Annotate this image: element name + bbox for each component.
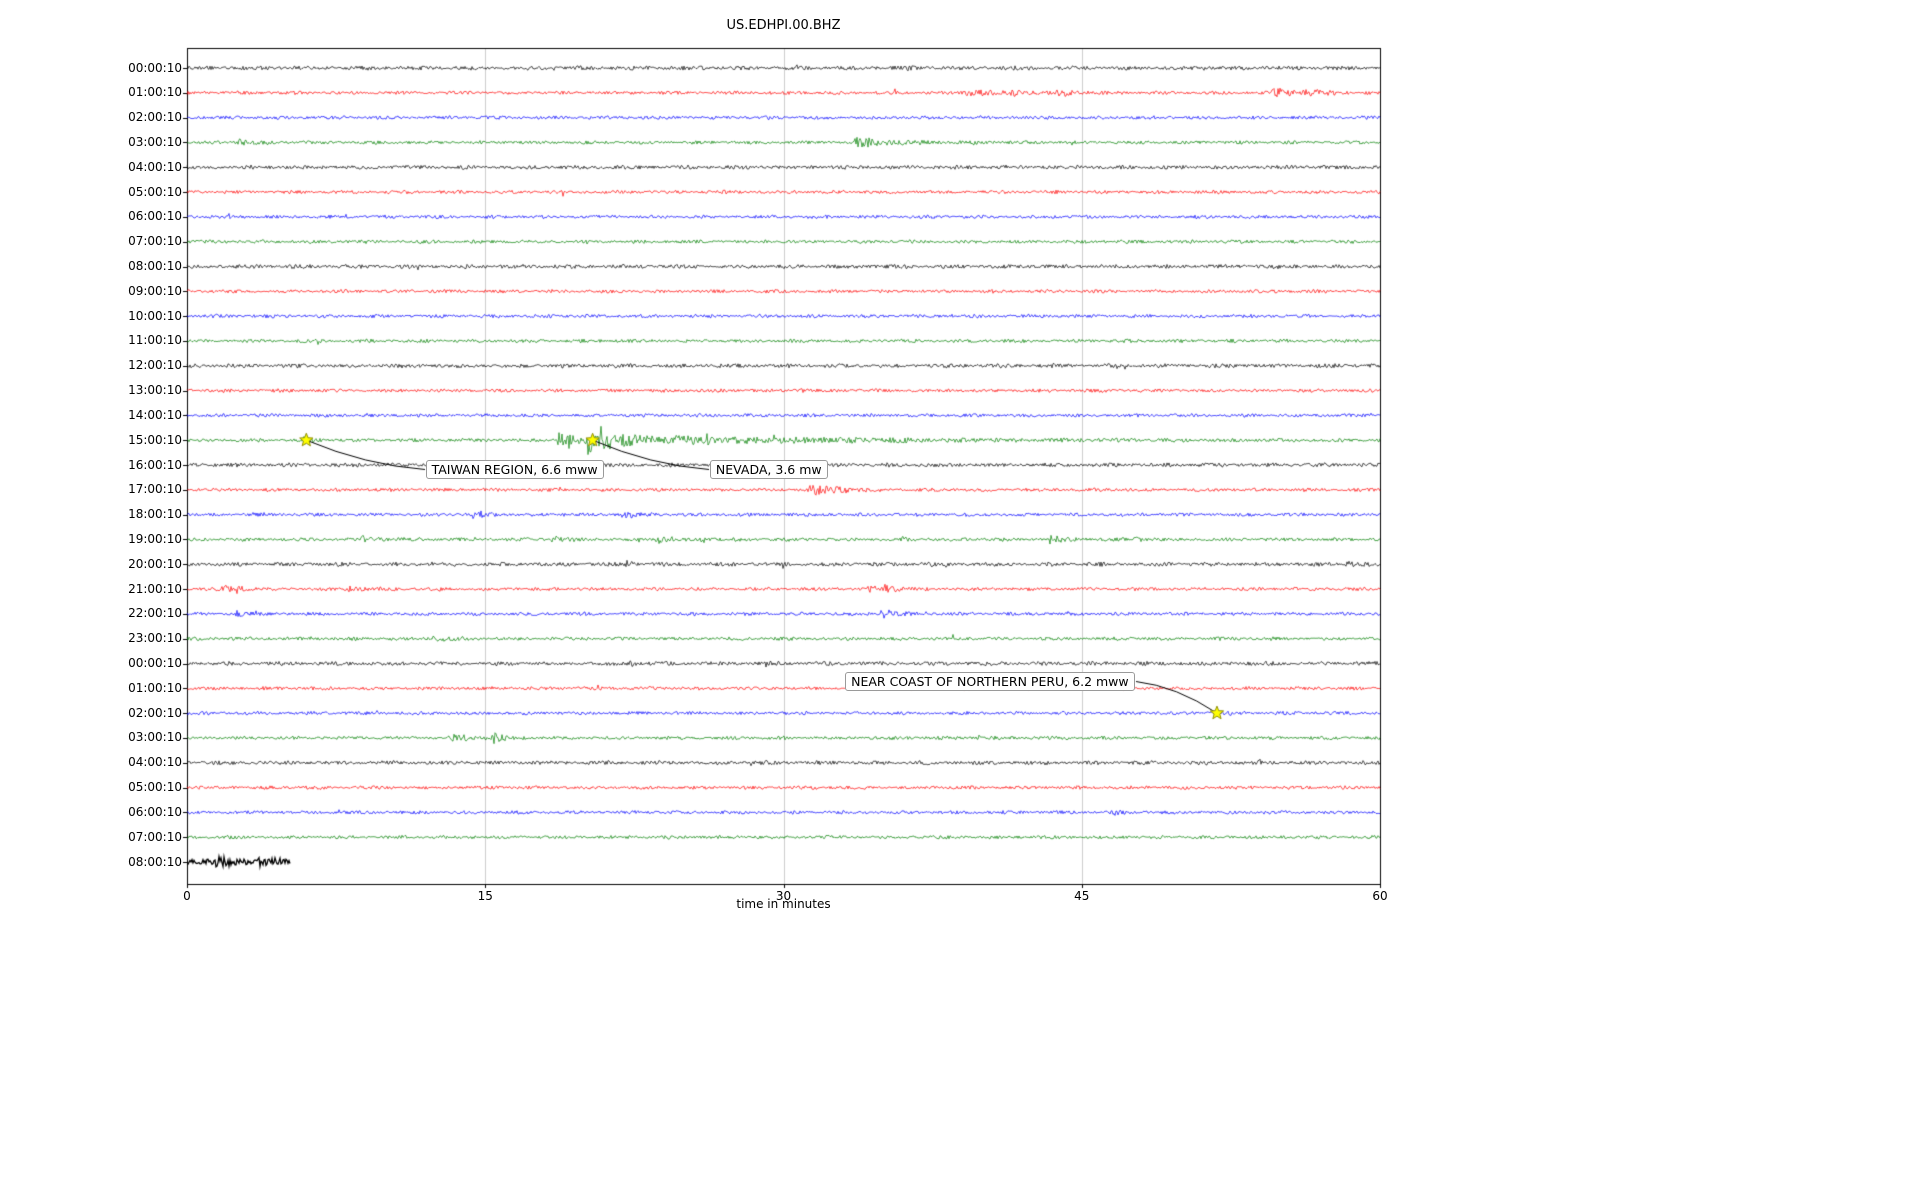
y-axis-time-label: 06:00:10 [128, 209, 182, 224]
y-axis-time-label: 10:00:10 [128, 308, 182, 323]
y-axis-time-label: 14:00:10 [128, 407, 182, 422]
x-axis-tick-label: 15 [477, 889, 493, 903]
y-axis-time-label: 21:00:10 [128, 581, 182, 596]
y-axis-time-label: 05:00:10 [128, 184, 182, 199]
y-axis-time-label: 18:00:10 [128, 507, 182, 522]
y-axis-time-label: 03:00:10 [128, 730, 182, 745]
y-axis-time-label: 00:00:10 [128, 656, 182, 670]
y-axis-time-label: 01:00:10 [128, 680, 182, 695]
y-axis-time-label: 15:00:10 [128, 432, 182, 447]
x-axis-title: time in minutes [736, 897, 831, 911]
y-axis-time-label: 07:00:10 [128, 234, 182, 249]
y-axis-time-label: 02:00:10 [128, 110, 182, 125]
event-annotation: NEAR COAST OF NORTHERN PERU, 6.2 mww [845, 671, 1135, 691]
y-axis-time-label: 02:00:10 [128, 705, 182, 720]
plot-title: US.EDHPI.00.BHZ [726, 18, 841, 33]
y-axis-time-label: 08:00:10 [128, 259, 182, 273]
y-axis-time-label: 04:00:10 [128, 159, 182, 174]
y-axis-time-label: 17:00:10 [128, 482, 182, 497]
y-axis-time-label: 06:00:10 [128, 804, 182, 819]
event-annotation: NEVADA, 3.6 mw [709, 459, 828, 479]
y-axis-time-label: 23:00:10 [128, 631, 182, 646]
y-axis-time-label: 01:00:10 [128, 85, 182, 100]
y-axis-time-label: 16:00:10 [128, 457, 182, 472]
y-axis-time-label: 04:00:10 [128, 755, 182, 770]
y-axis-time-label: 11:00:10 [128, 333, 182, 348]
y-axis-time-label: 22:00:10 [128, 606, 182, 621]
event-annotation: TAIWAN REGION, 6.6 mww [425, 459, 604, 479]
y-axis-time-label: 07:00:10 [128, 829, 182, 844]
y-axis-time-label: 00:00:10 [128, 60, 182, 75]
x-axis-tick-label: 45 [1074, 889, 1090, 903]
y-axis-time-label: 13:00:10 [128, 383, 182, 398]
y-axis-time-label: 19:00:10 [128, 531, 182, 546]
y-axis-time-label: 09:00:10 [128, 283, 182, 298]
y-axis-time-label: 20:00:10 [128, 556, 182, 571]
y-axis-time-label: 08:00:10 [128, 854, 182, 869]
x-axis-tick-label: 0 [183, 889, 191, 903]
x-axis-tick-label: 30 [775, 889, 792, 903]
y-axis-time-label: 05:00:10 [128, 780, 182, 795]
y-axis-time-label: 03:00:10 [128, 134, 182, 149]
x-axis-tick-label: 60 [1372, 889, 1388, 903]
y-axis-time-label: 12:00:10 [128, 358, 182, 373]
